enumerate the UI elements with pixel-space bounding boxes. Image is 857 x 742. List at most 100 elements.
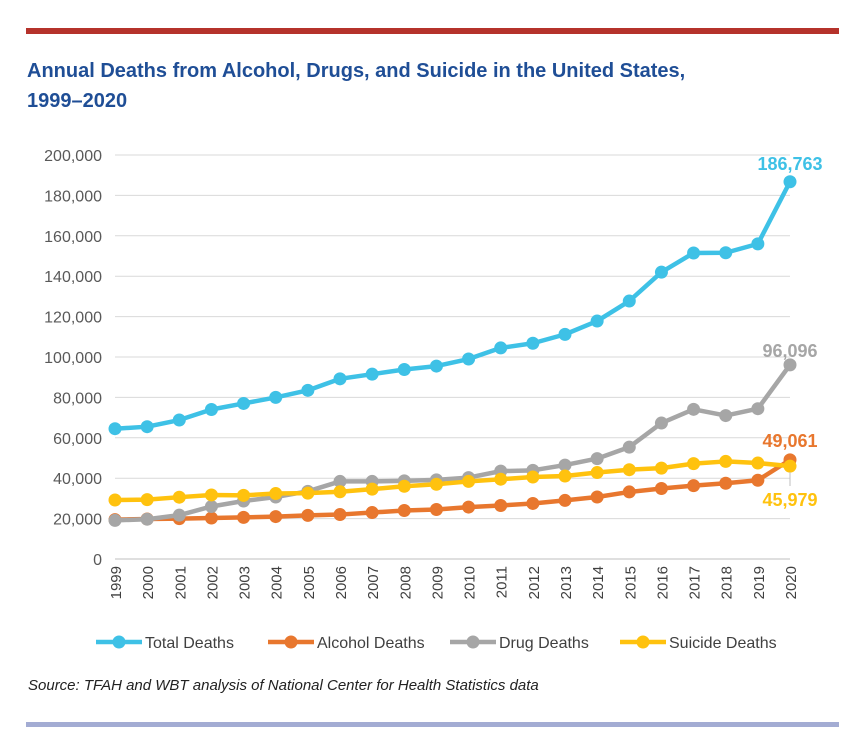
x-tick-label: 2015	[622, 566, 639, 599]
y-tick-label: 160,000	[44, 229, 102, 246]
data-point	[269, 510, 283, 524]
y-tick-label: 20,000	[53, 512, 102, 529]
data-point	[429, 503, 443, 517]
data-point	[622, 485, 636, 499]
data-point	[237, 510, 251, 524]
x-tick-label: 2012	[526, 566, 543, 599]
y-tick-label: 40,000	[53, 471, 102, 488]
data-point	[108, 422, 122, 436]
x-tick-label: 2019	[751, 566, 768, 599]
series-line	[114, 457, 792, 522]
data-point	[365, 506, 379, 520]
legend-item: Alcohol Deaths	[268, 635, 425, 652]
x-tick-label: 2020	[783, 566, 800, 599]
data-point	[333, 508, 347, 522]
data-point	[172, 508, 186, 522]
data-point	[783, 358, 797, 372]
data-point	[526, 470, 540, 484]
x-tick-label: 2007	[365, 566, 382, 599]
data-point	[204, 511, 218, 525]
data-point	[140, 493, 154, 507]
x-tick-label: 2000	[140, 566, 157, 599]
x-tick-label: 2008	[397, 566, 414, 599]
data-point	[269, 390, 283, 404]
x-tick-label: 2002	[204, 566, 221, 599]
end-data-label: 49,061	[762, 431, 817, 451]
data-point	[462, 474, 476, 488]
data-point	[687, 246, 701, 260]
data-point	[622, 463, 636, 477]
chart-title: Annual Deaths from Alcohol, Drugs, and S…	[27, 56, 807, 116]
legend-item: Total Deaths	[96, 635, 234, 652]
y-tick-label: 60,000	[53, 431, 102, 448]
y-tick-label: 80,000	[53, 390, 102, 407]
data-point	[526, 496, 540, 510]
data-point	[719, 409, 733, 423]
data-point	[687, 402, 701, 416]
legend-marker	[636, 635, 650, 649]
chart-title-line-1: Annual Deaths from Alcohol, Drugs, and S…	[27, 60, 686, 82]
data-point	[204, 499, 218, 513]
data-point	[301, 486, 315, 500]
y-tick-label: 140,000	[44, 269, 102, 286]
x-tick-label: 2001	[172, 566, 189, 599]
data-point	[462, 500, 476, 514]
y-tick-label: 180,000	[44, 188, 102, 205]
x-tick-label: 2017	[687, 566, 704, 599]
end-data-label: 186,763	[757, 154, 822, 174]
data-point	[172, 490, 186, 504]
y-tick-label: 0	[93, 552, 102, 569]
y-tick-label: 120,000	[44, 310, 102, 327]
data-point	[301, 508, 315, 522]
data-point	[719, 476, 733, 490]
data-point	[654, 482, 668, 496]
legend-label: Suicide Deaths	[669, 635, 777, 652]
line-chart: 0 20,000 40,000 60,000 80,000 100,000 120,000 1…	[44, 148, 822, 652]
data-point	[558, 493, 572, 507]
series-line	[114, 180, 792, 431]
legend-label: Alcohol Deaths	[317, 635, 425, 652]
data-point	[269, 487, 283, 501]
data-point	[783, 459, 797, 473]
legend-item: Drug Deaths	[450, 635, 589, 652]
data-point	[751, 473, 765, 487]
data-point	[654, 265, 668, 279]
data-point	[462, 352, 476, 366]
y-tick-label: 200,000	[44, 148, 102, 165]
data-point	[558, 469, 572, 483]
data-point	[494, 498, 508, 512]
data-point	[783, 175, 797, 189]
data-point	[654, 461, 668, 475]
data-point	[237, 396, 251, 410]
legend-marker	[466, 635, 480, 649]
x-tick-label: 2014	[590, 566, 607, 599]
data-point	[687, 479, 701, 493]
data-point	[429, 477, 443, 491]
legend-label: Drug Deaths	[499, 635, 589, 652]
data-point	[494, 472, 508, 486]
data-point	[687, 457, 701, 471]
end-data-label: 96,096	[762, 341, 817, 361]
data-point	[365, 367, 379, 381]
data-point	[719, 454, 733, 468]
data-point	[365, 482, 379, 496]
data-point	[429, 359, 443, 373]
data-point	[140, 420, 154, 434]
legend-label: Total Deaths	[145, 635, 234, 652]
x-tick-label: 2003	[237, 566, 254, 599]
chart-title-line-2: 1999–2020	[27, 90, 128, 112]
x-tick-label: 2011	[494, 566, 511, 598]
source-note: Source: TFAH and WBT analysis of Nationa…	[28, 677, 539, 694]
top-accent-bar	[26, 28, 839, 34]
x-tick-label: 2010	[462, 566, 479, 599]
data-point	[333, 485, 347, 499]
data-point	[108, 513, 122, 527]
data-point	[237, 488, 251, 502]
data-point	[590, 314, 604, 328]
end-data-label: 45,979	[762, 490, 817, 510]
data-point	[558, 458, 572, 472]
x-tick-label: 2005	[301, 566, 318, 599]
data-point	[204, 403, 218, 417]
data-point	[333, 474, 347, 488]
x-tick-label: 2018	[719, 566, 736, 599]
